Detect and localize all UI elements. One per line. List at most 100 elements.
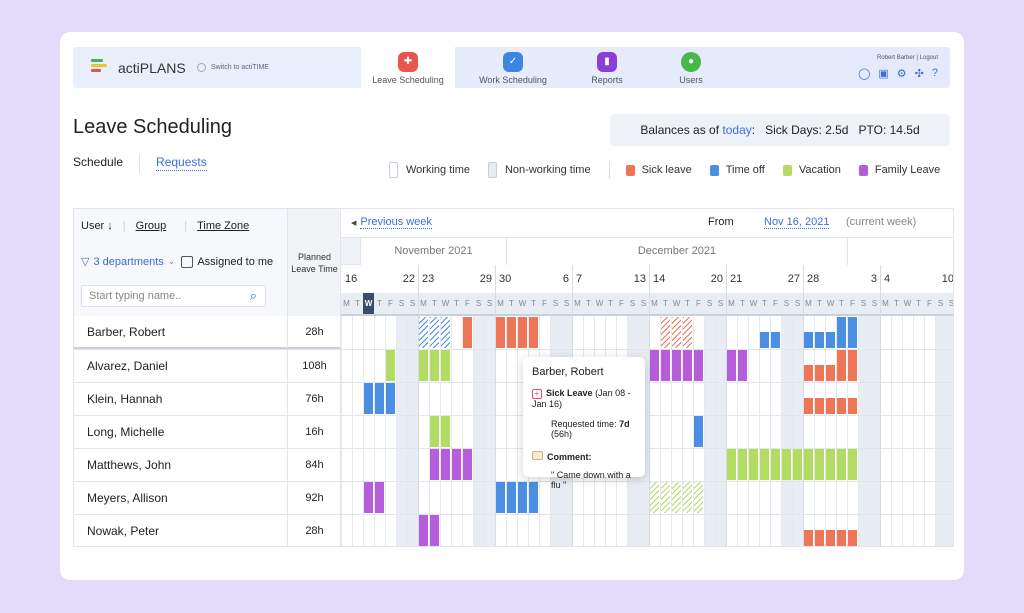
leave-block-sick[interactable]	[815, 365, 825, 381]
day-column[interactable]	[363, 316, 374, 546]
leave-block-family[interactable]	[364, 482, 374, 513]
leave-block-sick[interactable]	[837, 530, 847, 546]
calendar-icon[interactable]: ▣	[878, 68, 889, 80]
leave-block-sick[interactable]	[507, 317, 517, 348]
tab-users[interactable]: ● Users	[658, 47, 724, 88]
leave-block-timeoff[interactable]	[815, 332, 825, 348]
leave-block-sick[interactable]	[529, 317, 539, 348]
day-column[interactable]	[737, 316, 748, 546]
day-column[interactable]	[440, 316, 451, 546]
leave-block-vacation[interactable]	[771, 449, 781, 480]
user-name[interactable]: Klein, Hannah	[87, 392, 163, 406]
day-column[interactable]	[462, 316, 473, 546]
day-column[interactable]	[407, 316, 418, 546]
leave-block-timeoff[interactable]	[375, 383, 385, 414]
leave-block-sick[interactable]	[837, 350, 847, 381]
table-row[interactable]: Alvarez, Daniel 108h	[74, 349, 341, 382]
leave-block-family[interactable]	[430, 449, 440, 480]
puzzle-icon[interactable]: ✣	[914, 68, 924, 80]
table-row[interactable]: Barber, Robert 28h	[74, 316, 341, 349]
leave-block-sick[interactable]	[826, 398, 836, 414]
leave-block-sick[interactable]	[804, 398, 814, 414]
leave-block-vacation[interactable]	[749, 449, 759, 480]
leave-block-vacation[interactable]	[683, 482, 693, 513]
day-column[interactable]	[935, 316, 946, 546]
leave-block-family[interactable]	[661, 350, 671, 381]
leave-block-family[interactable]	[738, 350, 748, 381]
leave-block-family[interactable]	[452, 449, 462, 480]
leave-block-timeoff[interactable]	[826, 332, 836, 348]
user-name[interactable]: Matthews, John	[87, 458, 172, 472]
user-name[interactable]: Nowak, Peter	[87, 524, 160, 538]
leave-block-vacation[interactable]	[793, 449, 803, 480]
day-column[interactable]	[946, 316, 953, 546]
leave-block-sick[interactable]	[826, 365, 836, 381]
leave-block-timeoff[interactable]	[518, 482, 528, 513]
table-row[interactable]: Long, Michelle 16h	[74, 415, 341, 448]
leave-block-vacation[interactable]	[837, 449, 847, 480]
leave-block-timeoff[interactable]	[430, 317, 440, 348]
leave-block-vacation[interactable]	[672, 482, 682, 513]
day-column[interactable]	[396, 316, 407, 546]
day-column[interactable]	[924, 316, 935, 546]
leave-block-sick[interactable]	[848, 398, 858, 414]
leave-block-vacation[interactable]	[815, 449, 825, 480]
leave-block-timeoff[interactable]	[441, 317, 451, 348]
leave-block-vacation[interactable]	[661, 482, 671, 513]
leave-block-vacation[interactable]	[441, 416, 451, 447]
day-column[interactable]	[704, 316, 715, 546]
day-column[interactable]	[770, 316, 781, 546]
logout-link[interactable]: Logout	[919, 55, 938, 61]
leave-block-family[interactable]	[441, 449, 451, 480]
day-column[interactable]	[660, 316, 671, 546]
leave-block-timeoff[interactable]	[760, 332, 770, 348]
day-column[interactable]	[748, 316, 759, 546]
leave-block-timeoff[interactable]	[364, 383, 374, 414]
user-name[interactable]: Meyers, Allison	[87, 491, 168, 505]
leave-block-vacation[interactable]	[386, 350, 396, 381]
leave-block-sick[interactable]	[683, 317, 693, 348]
leave-block-sick[interactable]	[463, 317, 473, 348]
leave-block-timeoff[interactable]	[386, 383, 396, 414]
leave-block-timeoff[interactable]	[529, 482, 539, 513]
day-column[interactable]	[385, 316, 396, 546]
day-column[interactable]	[473, 316, 484, 546]
leave-block-vacation[interactable]	[694, 482, 704, 513]
leave-block-vacation[interactable]	[848, 449, 858, 480]
help-icon[interactable]: ?	[931, 67, 938, 79]
sort-user[interactable]: User ↓	[81, 220, 113, 232]
search-icon[interactable]: ⌕	[249, 288, 257, 303]
day-column[interactable]	[517, 316, 528, 546]
leave-block-sick[interactable]	[518, 317, 528, 348]
leave-block-family[interactable]	[419, 515, 429, 546]
sort-group[interactable]: Group	[135, 220, 167, 232]
leave-block-timeoff[interactable]	[804, 332, 814, 348]
subtab-schedule[interactable]: Schedule	[73, 155, 124, 169]
leave-block-vacation[interactable]	[804, 449, 814, 480]
leave-block-vacation[interactable]	[727, 449, 737, 480]
previous-week-link[interactable]: ◀ Previous week	[351, 216, 432, 229]
day-column[interactable]	[836, 316, 847, 546]
leave-block-vacation[interactable]	[826, 449, 836, 480]
leave-block-sick[interactable]	[804, 365, 814, 381]
table-row[interactable]: Nowak, Peter 28h	[74, 514, 341, 547]
leave-block-family[interactable]	[650, 350, 660, 381]
leave-block-timeoff[interactable]	[771, 332, 781, 348]
leave-block-sick[interactable]	[837, 398, 847, 414]
day-column[interactable]	[792, 316, 803, 546]
day-column[interactable]	[781, 316, 792, 546]
leave-block-vacation[interactable]	[441, 350, 451, 381]
day-column[interactable]	[858, 316, 869, 546]
day-column[interactable]	[682, 316, 693, 546]
leave-block-family[interactable]	[463, 449, 473, 480]
leave-block-family[interactable]	[672, 350, 682, 381]
leave-block-sick[interactable]	[661, 317, 671, 348]
subtab-requests[interactable]: Requests	[156, 155, 207, 171]
day-column[interactable]	[913, 316, 924, 546]
table-row[interactable]: Klein, Hannah 76h	[74, 382, 341, 415]
leave-block-timeoff[interactable]	[496, 482, 506, 513]
leave-block-timeoff[interactable]	[507, 482, 517, 513]
leave-block-timeoff[interactable]	[419, 317, 429, 348]
leave-block-sick[interactable]	[672, 317, 682, 348]
day-column[interactable]	[352, 316, 363, 546]
